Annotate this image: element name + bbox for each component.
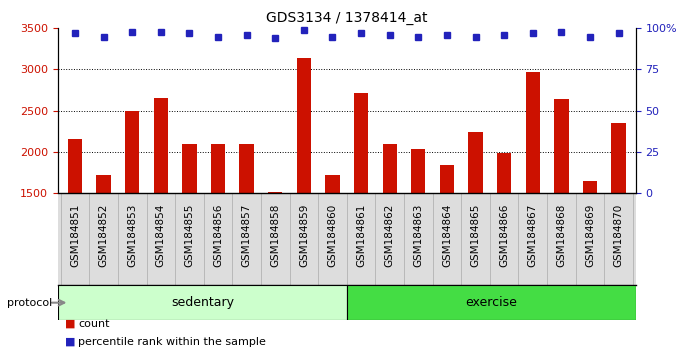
- Text: GSM184864: GSM184864: [442, 204, 452, 267]
- Text: GSM184856: GSM184856: [213, 204, 223, 267]
- Bar: [58, 285, 347, 320]
- Bar: [239, 144, 254, 193]
- Text: GSM184858: GSM184858: [270, 204, 280, 267]
- Text: GSM184854: GSM184854: [156, 204, 166, 267]
- Bar: [411, 149, 426, 193]
- Text: GSM184870: GSM184870: [613, 204, 624, 267]
- Text: GSM184865: GSM184865: [471, 204, 481, 267]
- Bar: [268, 192, 282, 193]
- Text: GSM184859: GSM184859: [299, 204, 309, 267]
- Bar: [583, 181, 597, 193]
- Text: GSM184863: GSM184863: [413, 204, 424, 267]
- Bar: [354, 92, 369, 193]
- Text: percentile rank within the sample: percentile rank within the sample: [78, 337, 266, 347]
- Bar: [440, 165, 454, 193]
- Text: ■: ■: [65, 337, 75, 347]
- Text: GSM184855: GSM184855: [184, 204, 194, 267]
- Bar: [154, 98, 168, 193]
- Text: GSM184853: GSM184853: [127, 204, 137, 267]
- Text: GSM184851: GSM184851: [70, 204, 80, 267]
- Text: protocol: protocol: [7, 298, 52, 308]
- Bar: [526, 72, 540, 193]
- Bar: [554, 99, 568, 193]
- Bar: [296, 58, 311, 193]
- Text: exercise: exercise: [465, 296, 517, 309]
- Text: GSM184860: GSM184860: [328, 204, 337, 267]
- Text: GSM184869: GSM184869: [585, 204, 595, 267]
- Bar: [469, 132, 483, 193]
- Text: GSM184868: GSM184868: [556, 204, 566, 267]
- Bar: [68, 139, 82, 193]
- Bar: [325, 175, 339, 193]
- Text: ■: ■: [65, 319, 75, 329]
- Bar: [125, 111, 139, 193]
- Text: GSM184867: GSM184867: [528, 204, 538, 267]
- Text: GDS3134 / 1378414_at: GDS3134 / 1378414_at: [266, 11, 428, 25]
- Text: GSM184861: GSM184861: [356, 204, 366, 267]
- Bar: [611, 123, 626, 193]
- Bar: [97, 175, 111, 193]
- Bar: [347, 285, 636, 320]
- Text: GSM184852: GSM184852: [99, 204, 109, 267]
- Text: GSM184862: GSM184862: [385, 204, 394, 267]
- Bar: [211, 144, 225, 193]
- Text: count: count: [78, 319, 109, 329]
- Text: sedentary: sedentary: [171, 296, 234, 309]
- Text: GSM184866: GSM184866: [499, 204, 509, 267]
- Text: GSM184857: GSM184857: [241, 204, 252, 267]
- Bar: [383, 144, 397, 193]
- Bar: [182, 144, 197, 193]
- Bar: [497, 153, 511, 193]
